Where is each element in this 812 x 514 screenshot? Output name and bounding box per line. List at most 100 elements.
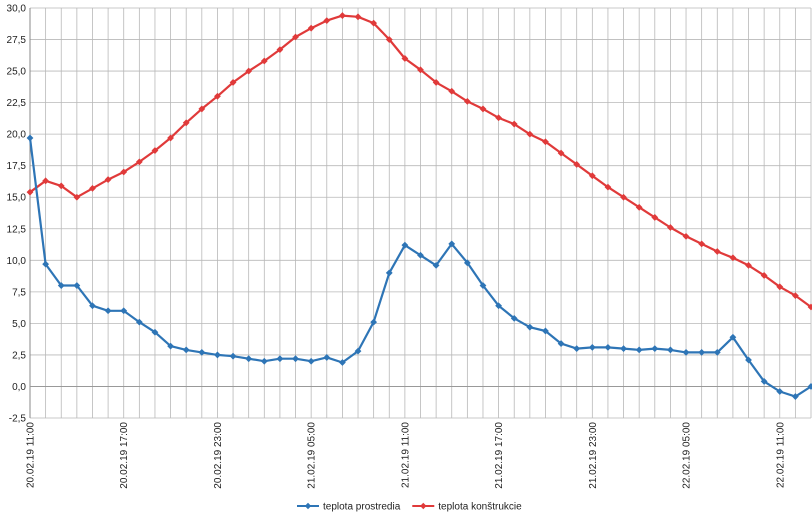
legend-label: teplota konštrukcie: [438, 502, 522, 513]
legend: teplota prostredia teplota konštrukcie: [297, 502, 522, 513]
data-point: [245, 355, 253, 363]
data-point: [417, 251, 424, 259]
y-tick-label: 5,0: [12, 319, 26, 330]
data-point: [57, 182, 65, 190]
data-point: [260, 357, 268, 365]
x-tick-label: 22.02.19 05:00: [682, 422, 693, 489]
x-tick-label: 20.02.19 23:00: [213, 422, 224, 489]
data-point: [542, 138, 549, 146]
data-point: [260, 57, 268, 65]
data-point: [604, 183, 612, 191]
x-tick-label: 20.02.19 17:00: [119, 422, 130, 489]
data-point: [417, 66, 424, 74]
x-tick-label: 21.02.19 17:00: [494, 422, 505, 489]
data-point: [229, 352, 237, 360]
legend-marker: [304, 502, 312, 510]
y-tick-label: 30,0: [7, 4, 27, 15]
legend-item: teplota konštrukcie: [412, 502, 522, 513]
y-tick-label: 17,5: [7, 161, 27, 172]
x-axis: 20.02.19 11:00 20.02.19 17:00 20.02.19 23:…: [26, 422, 787, 489]
data-point: [791, 292, 799, 300]
data-point: [495, 302, 502, 310]
data-point: [682, 232, 690, 240]
data-point: [588, 172, 596, 180]
data-point: [73, 282, 81, 289]
data-point: [432, 261, 440, 269]
data-point: [557, 340, 565, 347]
data-point: [42, 260, 50, 268]
data-point: [370, 19, 378, 27]
data-point: [323, 354, 331, 361]
x-tick-label: 21.02.19 05:00: [307, 422, 318, 489]
y-tick-label: 15,0: [7, 193, 27, 204]
y-tick-label: 22,5: [7, 98, 27, 109]
data-point: [120, 168, 128, 176]
data-point: [151, 328, 159, 336]
data-point: [385, 269, 393, 277]
y-tick-label: 10,0: [7, 256, 27, 267]
data-point: [89, 185, 96, 192]
series-teplota-konštrukcie: [26, 12, 812, 311]
data-point: [588, 343, 596, 351]
data-point: [542, 327, 549, 335]
y-tick-label: 7,5: [12, 287, 26, 298]
data-point: [667, 224, 674, 231]
data-point: [401, 55, 409, 62]
data-point: [135, 318, 143, 326]
data-point: [73, 193, 81, 201]
data-point: [245, 67, 253, 75]
data-point: [620, 193, 627, 201]
data-point: [214, 351, 221, 359]
data-point: [354, 347, 362, 355]
data-point: [479, 282, 487, 289]
data-point: [292, 355, 299, 363]
data-point: [229, 79, 237, 86]
data-point: [463, 259, 471, 267]
data-point: [307, 24, 315, 32]
data-point: [57, 282, 65, 289]
data-point: [635, 203, 643, 211]
data-point: [214, 92, 221, 100]
data-point: [198, 349, 206, 356]
data-point: [713, 248, 721, 255]
y-tick-label: 25,0: [7, 67, 27, 78]
data-point: [807, 303, 812, 311]
data-point: [745, 261, 752, 269]
data-point: [479, 105, 487, 113]
data-point: [307, 357, 315, 365]
data-point: [651, 214, 659, 221]
y-tick-label: 0,0: [12, 382, 26, 393]
data-point: [573, 345, 581, 353]
data-point: [745, 356, 752, 364]
data-point: [292, 33, 299, 41]
data-point: [432, 79, 440, 86]
data-point: [463, 97, 471, 105]
data-point: [448, 87, 456, 95]
data-point: [339, 12, 346, 19]
data-point: [729, 254, 737, 262]
data-point: [182, 119, 190, 127]
data-point: [26, 188, 34, 196]
data-point: [167, 342, 174, 350]
data-point: [151, 147, 159, 154]
data-point: [791, 393, 799, 400]
data-point: [354, 13, 362, 21]
legend-item: teplota prostredia: [297, 502, 401, 513]
data-point: [276, 46, 284, 54]
data-point: [276, 355, 284, 363]
data-point: [573, 161, 581, 168]
data-point: [682, 349, 690, 356]
data-point: [104, 176, 112, 183]
data-point: [698, 240, 706, 248]
data-point: [557, 149, 565, 157]
y-tick-label: 27,5: [7, 35, 27, 46]
data-point: [698, 349, 706, 356]
data-point: [526, 130, 534, 138]
data-point: [120, 307, 128, 315]
legend-marker: [420, 502, 427, 510]
data-point: [370, 318, 378, 326]
data-point: [135, 158, 143, 166]
data-point: [42, 177, 50, 185]
x-tick-label: 20.02.19 11:00: [26, 422, 37, 488]
